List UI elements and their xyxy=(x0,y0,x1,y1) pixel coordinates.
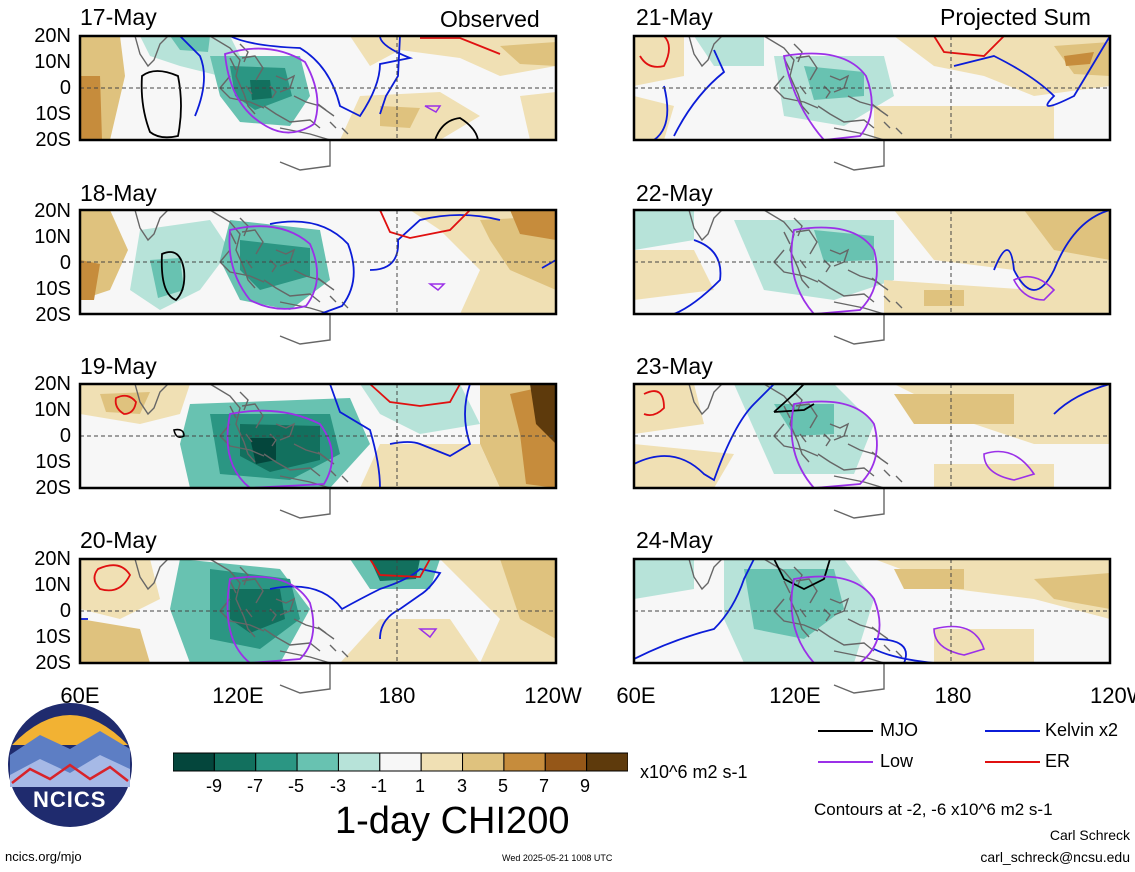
panel-date: 19-May xyxy=(80,353,157,379)
map-panel-20-may xyxy=(78,557,558,694)
author-email[interactable]: carl_schreck@ncsu.edu xyxy=(980,849,1130,865)
lon-label: 120E xyxy=(212,683,264,708)
lat-label: 0 xyxy=(59,600,71,622)
lon-label: 180 xyxy=(934,683,972,708)
lat-label: 20N xyxy=(34,25,71,47)
colorbar-swatch xyxy=(337,752,381,772)
legend-line-er xyxy=(985,761,1040,763)
colorbar xyxy=(173,752,628,774)
lat-label: 20N xyxy=(34,548,71,570)
observed-column-label: Observed xyxy=(440,6,540,32)
colorbar-swatches xyxy=(173,752,628,772)
panel-date: 17-May xyxy=(80,4,157,30)
lat-label: 10N xyxy=(34,226,71,248)
legend-line-kelvin xyxy=(985,730,1040,732)
colorbar-swatch xyxy=(503,752,546,772)
lat-label: 10N xyxy=(34,51,71,73)
colorbar-tick: 9 xyxy=(579,776,590,796)
lon-label: 120E xyxy=(769,683,821,708)
lat-label: 0 xyxy=(59,252,71,274)
colorbar-swatch xyxy=(420,752,464,772)
colorbar-swatch xyxy=(462,752,505,772)
colorbar-title: 1-day CHI200 xyxy=(335,800,570,842)
colorbar-swatch xyxy=(586,752,628,772)
map-panel-24-may xyxy=(632,557,1112,694)
projected-column-label: Projected Sum xyxy=(940,4,1091,30)
map-panel-17-may xyxy=(78,34,558,171)
colorbar-tick: 1 xyxy=(414,776,425,796)
lon-label: 180 xyxy=(378,683,416,708)
panel-date: 22-May xyxy=(636,180,713,206)
colorbar-tick: 5 xyxy=(497,776,508,796)
lat-label: 20S xyxy=(35,304,71,326)
logo-text: NCICS xyxy=(33,787,107,812)
panel-date: 23-May xyxy=(636,353,713,379)
panel-date: 20-May xyxy=(80,527,157,553)
lon-label: 120W xyxy=(1090,683,1135,708)
colorbar-swatch xyxy=(255,752,298,772)
lat-label: 20S xyxy=(35,477,71,499)
map-panel-18-may xyxy=(78,208,558,345)
lat-label: 10N xyxy=(34,399,71,421)
colorbar-tick: 7 xyxy=(538,776,549,796)
panel-date: 21-May xyxy=(636,4,713,30)
legend-line-low xyxy=(818,761,873,763)
colorbar-swatch xyxy=(213,752,257,772)
author-name: Carl Schreck xyxy=(1049,827,1130,843)
legend-line-mjo xyxy=(818,730,873,732)
panel-date: 18-May xyxy=(80,180,157,206)
ncics-logo xyxy=(8,703,132,827)
colorbar-tick: -9 xyxy=(205,776,222,796)
map-panel-22-may xyxy=(632,208,1112,345)
timestamp: Wed 2025-05-21 1008 UTC xyxy=(502,853,613,863)
lat-label: 0 xyxy=(59,77,71,99)
map-panel-23-may xyxy=(632,382,1112,519)
legend-label: Kelvin x2 xyxy=(1045,720,1119,740)
map-panel-19-may xyxy=(78,382,558,519)
lon-label: 120W xyxy=(524,683,582,708)
contour-note: Contours at -2, -6 x10^6 m2 s-1 xyxy=(814,800,1053,819)
colorbar-swatch xyxy=(379,752,422,772)
lat-label: 20N xyxy=(34,200,71,222)
colorbar-tick: -7 xyxy=(246,776,263,796)
colorbar-units: x10^6 m2 s-1 xyxy=(640,762,748,782)
legend-label: ER xyxy=(1045,751,1071,771)
legend-label: MJO xyxy=(880,720,918,740)
lat-label: 10S xyxy=(35,451,71,473)
lat-label: 20N xyxy=(34,373,71,395)
site-link[interactable]: ncics.org/mjo xyxy=(5,849,82,864)
lat-label: 10S xyxy=(35,626,71,648)
lat-label: 0 xyxy=(59,425,71,447)
lat-label: 20S xyxy=(35,129,71,151)
colorbar-swatch xyxy=(296,752,339,772)
colorbar-swatch xyxy=(173,752,215,772)
lat-label: 10N xyxy=(34,574,71,596)
colorbar-swatch xyxy=(544,752,588,772)
colorbar-tick: -5 xyxy=(287,776,304,796)
map-panel-21-may xyxy=(632,34,1112,171)
colorbar-tick: -1 xyxy=(370,776,387,796)
lat-label: 10S xyxy=(35,103,71,125)
lat-label: 20S xyxy=(35,652,71,674)
colorbar-tick: -3 xyxy=(329,776,346,796)
legend-label: Low xyxy=(880,751,914,771)
lon-label: 60E xyxy=(616,683,656,708)
colorbar-tick: 3 xyxy=(456,776,467,796)
panel-date: 24-May xyxy=(636,527,713,553)
lat-label: 10S xyxy=(35,278,71,300)
